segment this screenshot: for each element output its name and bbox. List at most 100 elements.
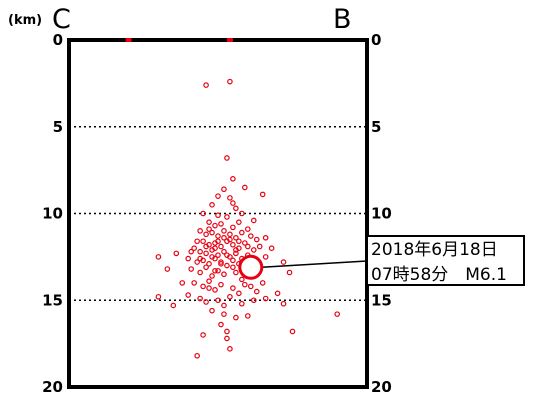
aftershock-point	[227, 346, 233, 352]
aftershock-point	[245, 243, 251, 250]
aftershock-point	[206, 219, 212, 225]
aftershock-point	[188, 266, 194, 272]
aftershock-point	[227, 293, 233, 300]
aftershock-point	[212, 222, 218, 229]
aftershock-point	[250, 247, 257, 253]
aftershock-point	[218, 243, 224, 250]
aftershock-points	[155, 78, 341, 359]
aftershock-point	[197, 295, 203, 302]
aftershock-point	[247, 283, 254, 290]
aftershock-point	[209, 229, 215, 236]
aftershock-point	[233, 250, 239, 257]
aftershock-point	[227, 231, 233, 238]
aftershock-point	[286, 269, 293, 276]
aftershock-point	[221, 228, 227, 234]
tick-label: 0	[53, 31, 63, 49]
aftershock-point	[224, 262, 230, 269]
aftershock-point	[242, 184, 248, 191]
tick-label: 10	[371, 205, 392, 223]
aftershock-point	[212, 245, 218, 252]
aftershock-point	[215, 267, 221, 274]
aftershock-point	[221, 234, 227, 241]
aftershock-point	[259, 191, 266, 198]
aftershock-point	[200, 283, 206, 290]
aftershock-point	[221, 302, 227, 309]
aftershock-point	[224, 252, 230, 258]
aftershock-point	[230, 257, 236, 264]
aftershock-point	[164, 266, 171, 272]
aftershock-point	[218, 281, 224, 288]
aftershock-point	[262, 254, 269, 260]
aftershock-point	[203, 82, 209, 88]
aftershock-point	[203, 243, 209, 250]
aftershock-point	[239, 276, 245, 283]
aftershock-point	[221, 248, 227, 255]
tick-label: 5	[53, 118, 63, 136]
aftershock-point	[170, 302, 177, 309]
aftershock-point	[215, 297, 221, 304]
tick-label: 20	[371, 378, 392, 396]
aftershock-point	[239, 300, 245, 307]
aftershock-point	[221, 311, 227, 317]
aftershock-point	[233, 247, 239, 253]
aftershock-point	[212, 267, 218, 274]
plot-frame	[67, 38, 369, 389]
aftershock-point	[230, 285, 236, 291]
aftershock-point	[245, 313, 251, 319]
aftershock-point	[203, 299, 209, 305]
aftershock-point	[242, 240, 248, 246]
aftershock-point	[230, 176, 236, 182]
aftershock-point	[227, 195, 233, 201]
aftershock-point	[215, 238, 221, 245]
aftershock-point	[218, 321, 224, 328]
aftershock-point	[334, 311, 341, 317]
tick-label: 20	[42, 378, 63, 396]
aftershock-point	[209, 202, 215, 208]
aftershock-point	[197, 228, 203, 234]
aftershock-point	[224, 335, 230, 342]
aftershock-point	[194, 259, 200, 265]
aftershock-point	[274, 290, 281, 297]
aftershock-point	[215, 193, 221, 199]
aftershock-point	[233, 234, 239, 241]
aftershock-point	[185, 255, 192, 262]
aftershock-point	[239, 210, 245, 217]
annotation-leader-line	[261, 260, 368, 269]
aftershock-point	[215, 233, 221, 239]
tick-label: 10	[42, 205, 63, 223]
aftershock-point	[203, 264, 209, 271]
tick-label: 15	[42, 291, 63, 309]
aftershock-point	[203, 250, 209, 257]
aftershock-point	[212, 287, 218, 293]
tick-label: 15	[371, 291, 392, 309]
aftershock-point	[233, 269, 239, 276]
aftershock-point	[262, 234, 269, 241]
aftershock-point	[200, 210, 206, 217]
aftershock-point	[209, 307, 215, 314]
aftershock-point	[218, 259, 224, 265]
mainshock-marker	[238, 254, 264, 280]
aftershock-point	[253, 288, 260, 295]
aftershock-point	[268, 245, 275, 252]
aftershock-point	[218, 221, 224, 227]
aftershock-point	[206, 285, 212, 291]
aftershock-point	[200, 332, 206, 338]
aftershock-point	[233, 205, 239, 212]
aftershock-point	[224, 328, 230, 335]
depth-tick-labels-left: 0 5 10 15 20	[42, 31, 63, 396]
aftershock-point	[280, 300, 287, 307]
aftershock-point	[224, 214, 230, 220]
aftershock-point	[253, 236, 260, 243]
aftershock-point	[191, 245, 197, 252]
aftershock-point	[221, 186, 227, 193]
aftershock-point	[203, 231, 209, 238]
aftershock-point	[227, 78, 233, 85]
aftershock-point	[236, 290, 242, 297]
aftershock-point	[218, 261, 224, 267]
aftershock-point	[188, 248, 194, 255]
depth-tick-labels-right: 0 5 10 15 20	[371, 31, 392, 396]
aftershock-point	[256, 243, 263, 250]
aftershock-point	[230, 200, 236, 206]
aftershock-point	[242, 281, 248, 288]
